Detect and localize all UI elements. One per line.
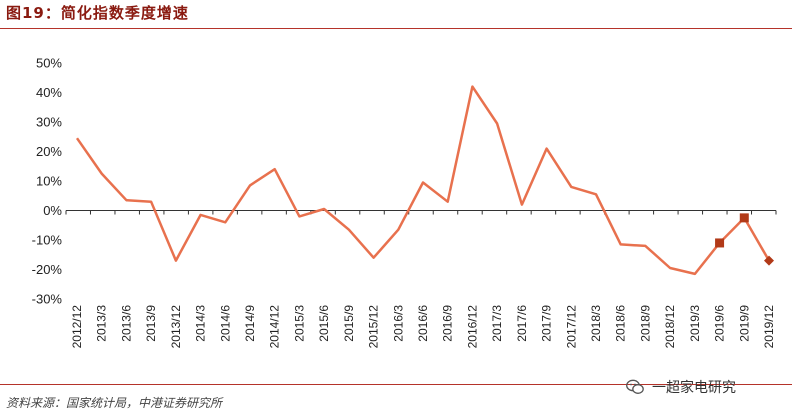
x-tick-label: 2019/9	[737, 305, 751, 342]
bottom-divider	[0, 384, 792, 385]
y-tick-label: 20%	[36, 144, 62, 159]
square-marker	[715, 238, 725, 248]
x-tick-label: 2013/12	[169, 305, 183, 349]
y-tick-label: -30%	[32, 292, 63, 307]
x-tick-label: 2015/12	[367, 305, 381, 349]
diamond-marker	[764, 255, 774, 266]
x-tick-label: 2016/9	[441, 305, 455, 342]
x-tick-label: 2013/9	[144, 305, 158, 342]
source-note: 资料来源：国家统计局，中港证券研究所	[6, 396, 223, 410]
x-tick-label: 2018/12	[663, 305, 677, 349]
x-tick-label: 2018/9	[638, 305, 652, 342]
x-tick-label: 2019/3	[688, 305, 702, 342]
x-tick-label: 2018/6	[614, 305, 628, 342]
figure-title: 图19：简化指数季度增速	[6, 4, 189, 22]
x-tick-label: 2018/3	[589, 305, 603, 342]
x-tick-label: 2017/6	[515, 305, 529, 342]
y-tick-label: -20%	[32, 262, 63, 277]
x-tick-label: 2015/3	[292, 305, 306, 342]
series-layer	[75, 85, 771, 276]
x-tick-label: 2016/6	[416, 305, 430, 342]
x-tick-label: 2017/12	[564, 305, 578, 349]
x-tick-label: 2015/9	[342, 305, 356, 342]
x-tick-label: 2014/3	[194, 305, 208, 342]
y-tick-label: 30%	[36, 115, 62, 130]
y-tick-label: -10%	[32, 233, 63, 248]
y-tick-label: 40%	[36, 85, 62, 100]
x-tick-label: 2017/9	[540, 305, 554, 342]
x-tick-label: 2019/12	[762, 305, 776, 349]
y-axis-ticks: 50% 40% 30% 20% 10% 0% -10% -20% -30%	[32, 56, 63, 307]
x-tick-label: 2012/12	[70, 305, 84, 349]
x-tick-label: 2013/6	[119, 305, 133, 342]
marker-layer	[715, 213, 774, 266]
top-divider	[0, 28, 792, 29]
y-tick-label: 50%	[36, 56, 62, 71]
x-tick-label: 2016/12	[465, 305, 479, 349]
x-tick-label: 2014/6	[218, 305, 232, 342]
x-tick-label: 2014/12	[268, 305, 282, 349]
line-chart: 50%40%30%20%10%0%-10%-20%-30% 2012/12 201…	[32, 56, 777, 349]
x-tick-label: 2019/6	[713, 305, 727, 342]
x-tick-label: 2014/9	[243, 305, 257, 342]
x-tick-label: 2017/3	[490, 305, 504, 342]
x-tick-label: 2016/3	[391, 305, 405, 342]
x-tick-label: 2013/3	[95, 305, 109, 342]
y-tick-label: 10%	[36, 174, 62, 189]
square-marker	[739, 213, 749, 223]
y-tick-label: 0%	[43, 203, 62, 218]
wechat-icon	[626, 379, 644, 394]
watermark-text: 一超家电研究	[652, 380, 736, 396]
x-axis	[65, 210, 777, 215]
watermark: 一超家电研究	[626, 374, 736, 400]
x-axis-ticks: 2012/12 2013/3 2013/6 2013/9 2013/12 2014/3 20…	[70, 305, 776, 349]
series-line	[75, 85, 771, 276]
x-tick-label: 2015/6	[317, 305, 331, 342]
